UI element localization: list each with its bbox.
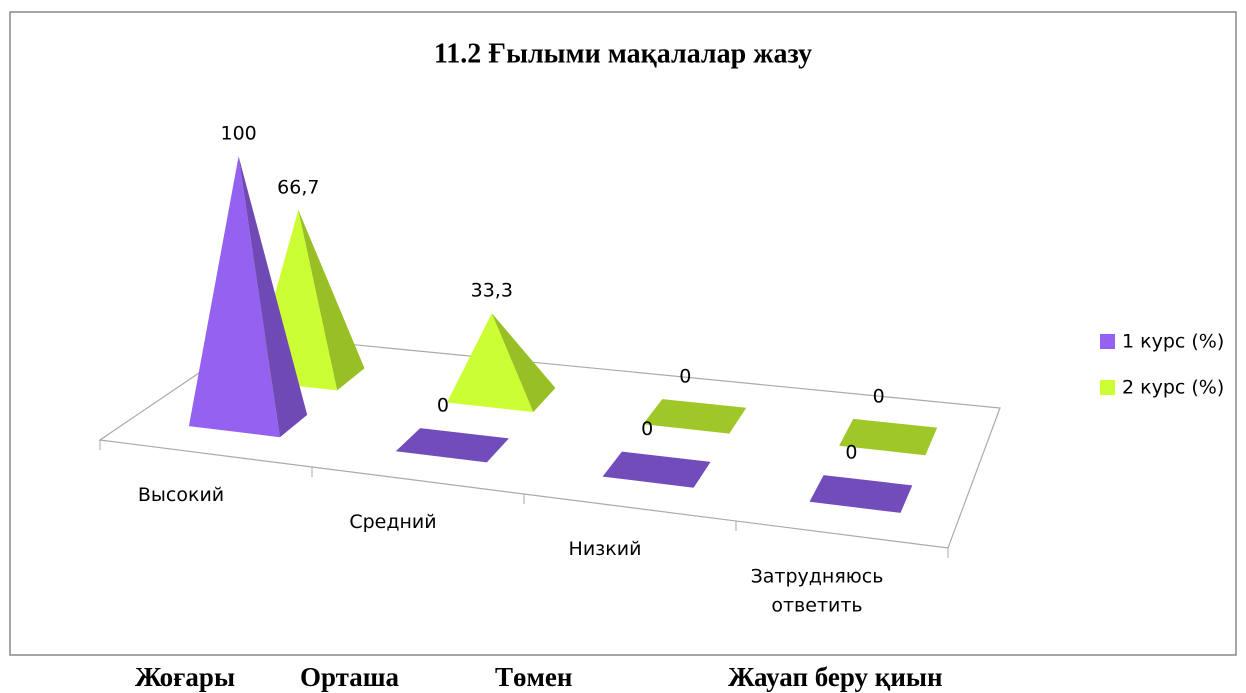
value-label: 33,3 (471, 280, 513, 302)
pyramid-face-front (447, 313, 534, 412)
pyramid-face-side (491, 313, 556, 412)
x-tick-label: Средний (349, 511, 436, 533)
footer-label: Орташа (300, 662, 400, 692)
pyramid (602, 451, 711, 488)
footer-label: Төмен (495, 662, 572, 692)
value-label: 66,7 (277, 176, 319, 198)
value-label: 0 (845, 442, 857, 464)
pyramid (809, 475, 913, 513)
pyramid-base (839, 418, 938, 456)
pyramid (447, 313, 556, 412)
footer-label: Жоғары (135, 662, 235, 692)
x-tick-label: Низкий (569, 538, 642, 560)
legend-swatch (1100, 334, 1115, 349)
pyramid-base (395, 428, 509, 463)
value-label: 0 (679, 366, 691, 388)
pyramid-face-front (188, 156, 280, 438)
legend-label: 1 курс (%) (1122, 331, 1224, 353)
legend-swatch (1100, 380, 1115, 395)
pyramid-base (602, 451, 711, 488)
x-tick-label: Затрудняюсь ответить (751, 565, 884, 616)
pyramid-face-side (298, 209, 365, 391)
value-label: 100 (221, 123, 257, 145)
legend-label: 2 курс (%) (1122, 377, 1224, 399)
value-label: 0 (873, 385, 885, 407)
pyramid (643, 399, 747, 434)
pyramid (839, 418, 938, 456)
pyramid-base (809, 475, 913, 513)
pyramid-base (643, 399, 747, 434)
value-label: 0 (437, 395, 449, 417)
pyramid (395, 428, 509, 463)
pyramid-face-side (238, 156, 308, 438)
pyramid (188, 156, 308, 438)
chart-title: 11.2 Ғылыми мақалалар жазу (434, 38, 812, 69)
footer-label: Жауап беру қиын (728, 662, 943, 692)
value-label: 0 (641, 418, 653, 440)
x-tick-label: Высокий (138, 484, 224, 506)
